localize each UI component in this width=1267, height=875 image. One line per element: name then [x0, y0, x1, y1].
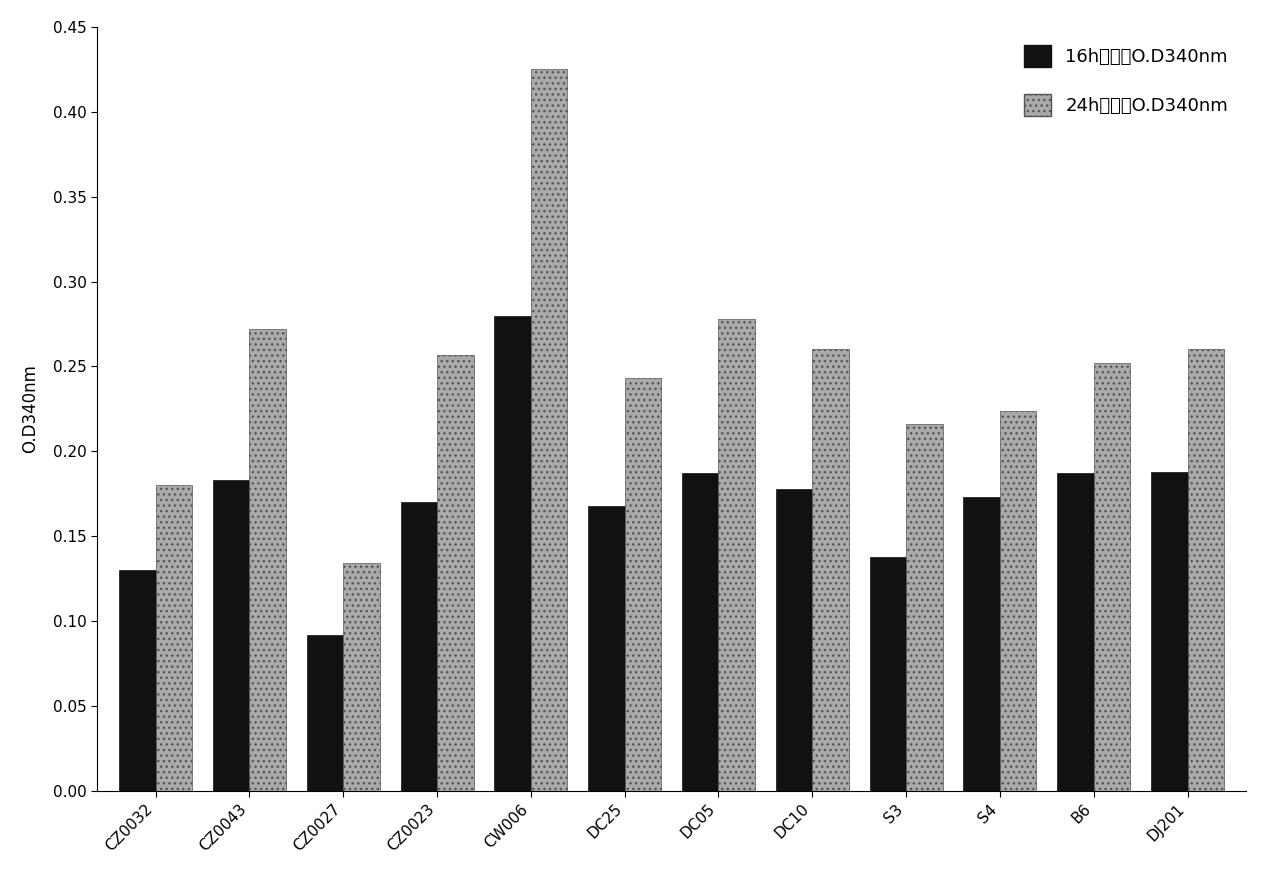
- Bar: [437, 354, 474, 791]
- Bar: [625, 378, 661, 791]
- Bar: [213, 480, 250, 791]
- Bar: [775, 489, 812, 791]
- Bar: [156, 486, 193, 791]
- Bar: [1000, 410, 1036, 791]
- Bar: [812, 349, 849, 791]
- Bar: [869, 556, 906, 791]
- Bar: [588, 506, 625, 791]
- Bar: [963, 497, 1000, 791]
- Bar: [250, 329, 286, 791]
- Bar: [1187, 349, 1224, 791]
- Y-axis label: O.D340nm: O.D340nm: [20, 365, 39, 453]
- Bar: [343, 564, 380, 791]
- Bar: [1057, 473, 1093, 791]
- Bar: [1093, 363, 1130, 791]
- Bar: [400, 502, 437, 791]
- Bar: [531, 69, 568, 791]
- Legend: 16h培养的O.D340nm, 24h培养的O.D340nm: 16h培养的O.D340nm, 24h培养的O.D340nm: [1015, 36, 1237, 125]
- Bar: [119, 570, 156, 791]
- Bar: [307, 634, 343, 791]
- Bar: [494, 316, 531, 791]
- Bar: [718, 318, 755, 791]
- Bar: [1150, 472, 1187, 791]
- Bar: [682, 473, 718, 791]
- Bar: [906, 424, 943, 791]
